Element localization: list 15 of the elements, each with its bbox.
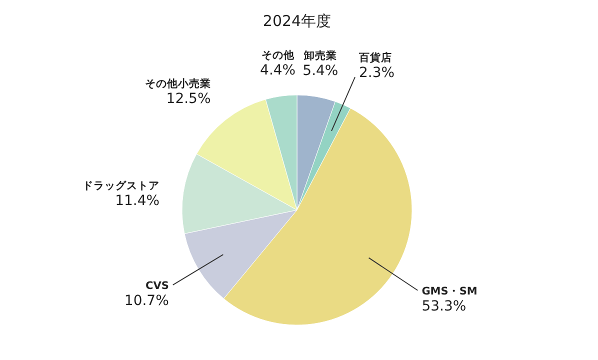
slice-label: 卸売業 [302, 48, 337, 62]
data-label: 2.3% [359, 65, 395, 82]
slice-label: その他小売業 [144, 76, 211, 90]
data-label: 12.5% [166, 90, 211, 107]
chart-title: 2024年度 [262, 12, 332, 30]
data-label: 10.7% [124, 292, 169, 309]
slice-label: ドラッグストア [82, 180, 160, 192]
data-label: 5.4% [302, 62, 338, 79]
slice-label: GMS・SM [422, 285, 478, 298]
slice-label: 百貨店 [358, 51, 392, 64]
data-label: 53.3% [422, 298, 466, 314]
data-label: 11.4% [115, 193, 160, 210]
slice-label: CVS [145, 280, 169, 292]
slice-label: その他 [261, 48, 296, 62]
data-label: 4.4% [260, 62, 296, 78]
